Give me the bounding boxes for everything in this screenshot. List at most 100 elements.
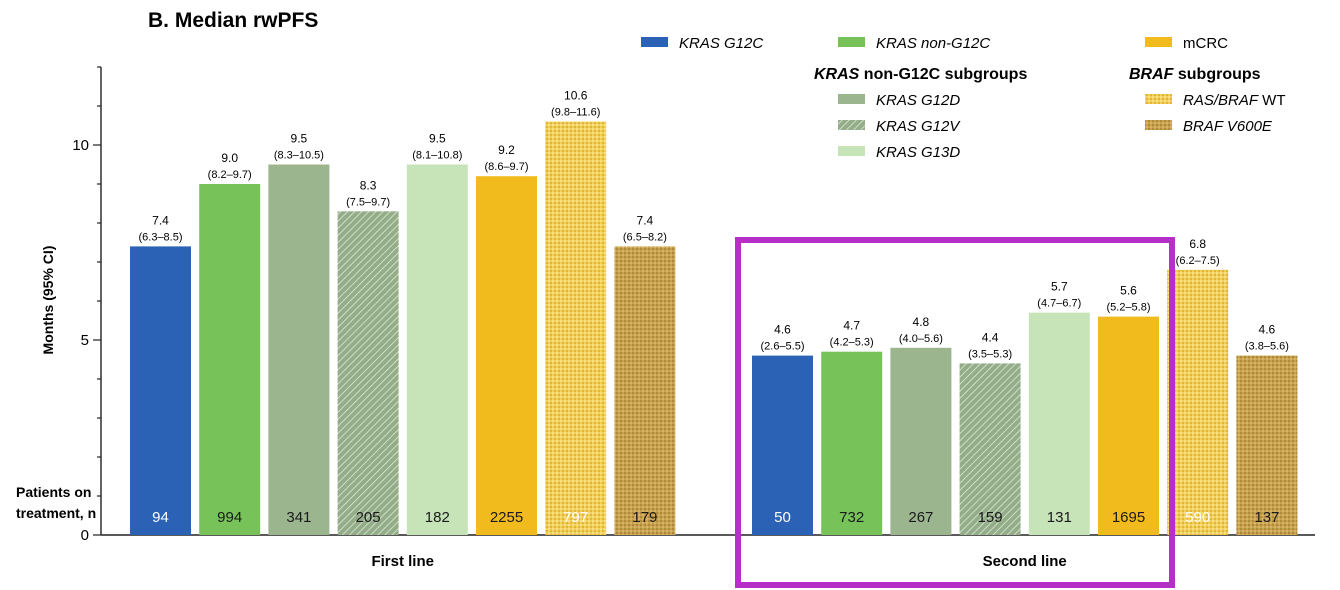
bar-n-label: 2255 bbox=[490, 509, 523, 526]
group-labels: First line Second line bbox=[371, 553, 1066, 570]
bar-ci-label: (7.5–9.7) bbox=[346, 196, 390, 208]
legend-swatch-g12d bbox=[838, 94, 865, 104]
bar-brafv600e bbox=[1236, 355, 1298, 535]
bar-ci-label: (6.2–7.5) bbox=[1176, 255, 1220, 267]
legend-head-kras-subgroups: KRAS non-G12C subgroups bbox=[814, 66, 1027, 83]
bar-g12v bbox=[959, 363, 1021, 535]
second-line-highlight-box bbox=[735, 237, 1175, 588]
bar-ci-label: (3.5–5.3) bbox=[968, 348, 1012, 360]
legend-head-braf-subgroups: BRAF subgroups bbox=[1129, 66, 1261, 83]
bar-n-label: 1695 bbox=[1112, 509, 1145, 526]
bar-ci-label: (5.2–5.8) bbox=[1106, 302, 1150, 314]
bar-ci-label: (2.6–5.5) bbox=[760, 341, 804, 353]
bar-value-label: 7.4 bbox=[637, 213, 654, 227]
bar-ci-label: (4.7–6.7) bbox=[1037, 298, 1081, 310]
bar-n-label: 50 bbox=[774, 509, 791, 526]
legend-label-g12d: KRAS G12D bbox=[876, 92, 960, 109]
y-axis-label: Months (95% CI) bbox=[40, 246, 56, 355]
bar-ci-label: (3.8–5.6) bbox=[1245, 341, 1289, 353]
bar-value-label: 9.5 bbox=[429, 132, 446, 146]
bar-n-label: 267 bbox=[908, 509, 933, 526]
bars: 7.4 (6.3–8.5) 94 9.0 (8.2–9.7) 994 9.5 (8.3–10.… bbox=[130, 89, 1298, 536]
legend-swatch-g13d bbox=[838, 146, 865, 156]
bar-n-label: 994 bbox=[217, 509, 242, 526]
bar-value-label: 9.2 bbox=[498, 143, 515, 157]
group-label: First line bbox=[371, 553, 434, 570]
bar-g12d bbox=[268, 164, 330, 535]
bar-ci-label: (4.2–5.3) bbox=[830, 337, 874, 349]
legend-label-g12v: KRAS G12V bbox=[876, 118, 961, 135]
bar-value-label: 9.5 bbox=[291, 132, 308, 146]
legend-head-braf-italic: BRAF bbox=[1129, 66, 1175, 83]
bar-n-label: 341 bbox=[286, 509, 311, 526]
bar-n-label: 732 bbox=[839, 509, 864, 526]
patients-label-line2: treatment, n bbox=[16, 505, 96, 521]
bar-value-label: 4.7 bbox=[843, 319, 860, 333]
legend-swatch-rasbrafwt bbox=[1145, 94, 1172, 104]
bar-mcrc bbox=[476, 176, 537, 535]
bar-g12c bbox=[752, 355, 813, 535]
legend-swatch-nong12c bbox=[838, 37, 865, 47]
bar-value-label: 5.7 bbox=[1051, 280, 1068, 294]
chart-title: B. Median rwPFS bbox=[148, 9, 318, 32]
legend-label-nong12c: KRAS non-G12C bbox=[876, 35, 990, 52]
bar-nong12c bbox=[199, 184, 261, 535]
patients-label-line1: Patients on bbox=[16, 484, 91, 500]
bar-n-label: 159 bbox=[978, 509, 1003, 526]
bar-rasbrafwt bbox=[1167, 269, 1229, 535]
bar-value-label: 7.4 bbox=[152, 213, 169, 227]
bar-ci-label: (9.8–11.6) bbox=[551, 107, 600, 119]
bar-value-label: 9.0 bbox=[221, 151, 238, 165]
bar-n-label: 205 bbox=[356, 509, 381, 526]
legend-label-g12c: KRAS G12C bbox=[679, 35, 763, 52]
bar-g12v bbox=[337, 211, 399, 536]
legend-swatch-g12c bbox=[641, 37, 668, 47]
bar-n-label: 94 bbox=[152, 509, 169, 526]
bar-g13d bbox=[406, 164, 468, 535]
bar-g12d bbox=[890, 347, 952, 535]
legend-label-rasbrafwt-italic: RAS/BRAF bbox=[1183, 92, 1259, 109]
bar-value-label: 6.8 bbox=[1189, 237, 1206, 251]
bar-value-label: 5.6 bbox=[1120, 284, 1137, 298]
bar-ci-label: (4.0–5.6) bbox=[899, 333, 943, 345]
bar-mcrc bbox=[1098, 316, 1159, 535]
legend-swatch-g12v bbox=[838, 120, 865, 130]
group-label: Second line bbox=[983, 553, 1067, 570]
bar-nong12c bbox=[821, 351, 883, 535]
legend-label-g13d: KRAS G13D bbox=[876, 144, 960, 161]
bar-n-label: 590 bbox=[1185, 509, 1210, 526]
legend-head-kras-rest: non-G12C subgroups bbox=[859, 66, 1027, 83]
legend-label-brafv600e: BRAF V600E bbox=[1183, 118, 1273, 135]
y-tick-label: 5 bbox=[81, 332, 89, 349]
bar-ci-label: (8.3–10.5) bbox=[274, 150, 324, 162]
bar-n-label: 182 bbox=[425, 509, 450, 526]
legend-label-rasbrafwt-plain: WT bbox=[1258, 92, 1286, 109]
bar-n-label: 179 bbox=[632, 509, 657, 526]
bar-n-label: 137 bbox=[1254, 509, 1279, 526]
bar-value-label: 4.6 bbox=[1259, 323, 1276, 337]
bar-g13d bbox=[1028, 312, 1090, 535]
bar-n-label: 797 bbox=[563, 509, 588, 526]
bar-value-label: 10.6 bbox=[564, 89, 588, 103]
y-tick-label: 10 bbox=[72, 137, 89, 154]
bar-brafv600e bbox=[614, 246, 676, 535]
bar-ci-label: (8.6–9.7) bbox=[484, 161, 528, 173]
legend-label-rasbrafwt: RAS/BRAF WT bbox=[1183, 92, 1286, 109]
legend-swatch-brafv600e bbox=[1145, 120, 1172, 130]
legend-swatch-mcrc bbox=[1145, 37, 1172, 47]
bar-value-label: 4.6 bbox=[774, 323, 791, 337]
legend: KRAS G12C KRAS non-G12C mCRC KRAS non-G1… bbox=[641, 35, 1286, 161]
bar-value-label: 4.4 bbox=[982, 330, 999, 344]
bar-ci-label: (8.2–9.7) bbox=[208, 169, 252, 181]
bar-n-label: 131 bbox=[1047, 509, 1072, 526]
bar-ci-label: (6.3–8.5) bbox=[138, 231, 182, 243]
legend-head-braf-rest: subgroups bbox=[1173, 66, 1260, 83]
bar-value-label: 8.3 bbox=[360, 178, 377, 192]
bar-g12c bbox=[130, 246, 191, 535]
bar-ci-label: (6.5–8.2) bbox=[623, 231, 667, 243]
y-tick-label: 0 bbox=[81, 527, 89, 544]
bar-rasbrafwt bbox=[545, 121, 607, 535]
bar-ci-label: (8.1–10.8) bbox=[412, 150, 462, 162]
legend-label-mcrc: mCRC bbox=[1183, 35, 1228, 52]
